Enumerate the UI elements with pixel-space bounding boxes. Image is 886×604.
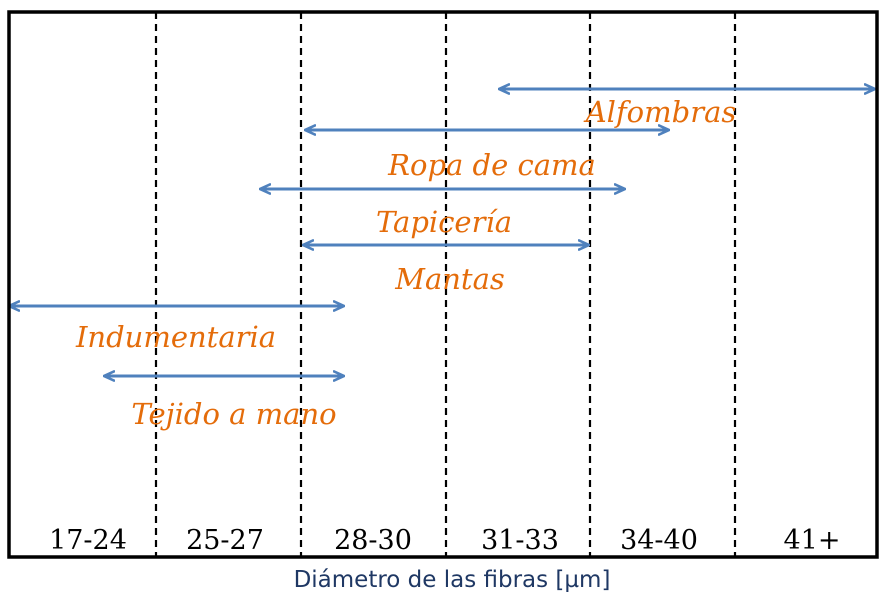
range-labels: Alfombras Ropa de cama Tapicería Mantas … (75, 95, 736, 431)
category-labels: 17-24 25-27 28-30 31-33 34-40 41+ (49, 525, 840, 556)
category-label: 17-24 (49, 525, 127, 556)
category-label: 34-40 (620, 525, 698, 556)
range-label-indumentaria: Indumentaria (75, 320, 276, 354)
range-label-ropa-de-cama: Ropa de cama (387, 148, 596, 182)
category-label: 25-27 (186, 525, 264, 556)
category-label: 41+ (784, 525, 841, 556)
category-label: 28-30 (334, 525, 412, 556)
range-label-tapiceria: Tapicería (376, 205, 512, 239)
axis-title: Diámetro de las fibras [µm] (294, 567, 611, 593)
range-label-tejido-a-mano: Tejido a mano (131, 397, 336, 431)
range-label-alfombras: Alfombras (583, 95, 737, 129)
column-dividers (154, 12, 737, 557)
category-label: 31-33 (481, 525, 559, 556)
range-label-mantas: Mantas (394, 262, 505, 296)
range-arrows (10, 89, 874, 376)
diagram-frame (7, 10, 879, 559)
